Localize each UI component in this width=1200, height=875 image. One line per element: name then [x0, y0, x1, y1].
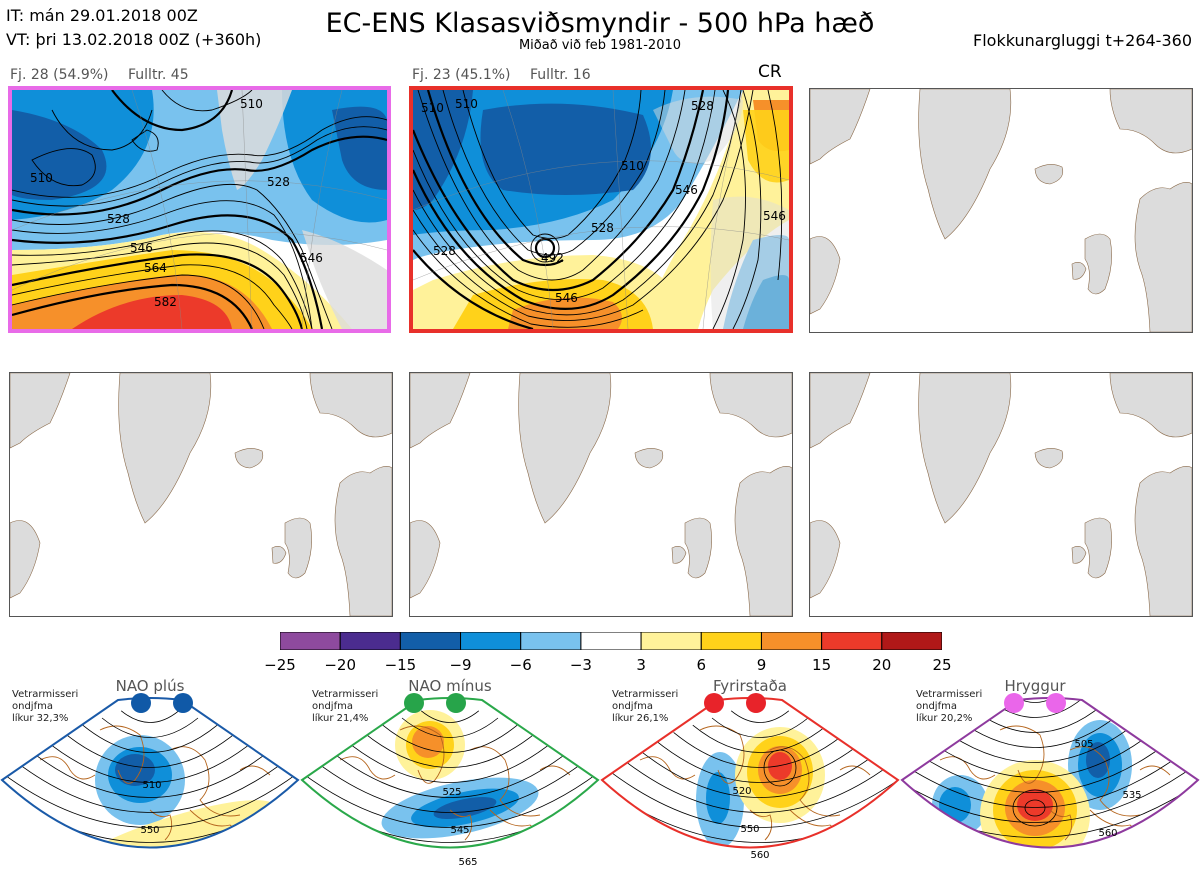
regime-contour-label: 560 — [750, 850, 769, 861]
regime-title: NAO mínus — [408, 677, 492, 695]
anomaly-colorbar — [279, 631, 943, 651]
regime-fan-map: 525 545 565 — [300, 693, 600, 868]
panel-1-representative: Fulltr. 45 — [128, 67, 189, 83]
regime-marker-dot — [446, 693, 466, 713]
colorbar-cell — [760, 631, 823, 651]
regime-contour-label: 545 — [450, 825, 469, 836]
contour-label: 492 — [541, 251, 564, 265]
panel-2-tag: CR — [758, 62, 782, 82]
valid-time: VT: þri 13.02.2018 00Z (+360h) — [6, 30, 262, 49]
contour-label: 510 — [455, 97, 478, 111]
land-masses — [810, 89, 1192, 332]
contour-label: 546 — [300, 251, 323, 265]
regime-2: 525 545 565 — [300, 690, 600, 871]
cluster-map-2: 510 510 528 528 510 528 546 546 546 492 — [409, 86, 793, 333]
colorbar-tick-label: −15 — [384, 656, 417, 674]
regime-contour-label: 525 — [442, 787, 461, 798]
panel-2-representative: Fulltr. 16 — [530, 67, 591, 83]
regime-marker-dot — [704, 693, 724, 713]
regime-fan-map: 520 550 560 — [600, 693, 900, 861]
colorbar-cell — [279, 631, 341, 651]
contour-label: 528 — [433, 244, 456, 258]
init-time: IT: mán 29.01.2018 00Z — [6, 6, 198, 25]
colorbar-tick-label: 3 — [636, 656, 646, 674]
regime-title: Hryggur — [1004, 677, 1066, 695]
empty-map-5 — [409, 372, 793, 617]
colorbar-tick-label: −20 — [324, 656, 357, 674]
panel-1-frequency: Fj. 28 (54.9%) — [10, 67, 109, 83]
land-masses — [10, 373, 392, 616]
colorbar-cell — [520, 631, 582, 651]
regime-probability-note: Vetrarmisseri ondjfma líkur 32,3% — [12, 689, 79, 724]
page-subtitle: Miðað við feb 1981-2010 — [518, 38, 682, 53]
regime-probability-note: Vetrarmisseri ondjfma líkur 26,1% — [612, 689, 679, 724]
colorbar-cell — [460, 631, 522, 651]
colorbar-cell — [700, 631, 762, 651]
colorbar-cell — [881, 631, 943, 651]
colorbar-tick-label: 20 — [872, 656, 892, 674]
colorbar-tick-label: −25 — [264, 656, 296, 674]
contour-label: 546 — [130, 241, 153, 255]
contour-label: 510 — [30, 171, 53, 185]
regime-marker-dot — [131, 693, 151, 713]
regime-3: 520 550 560 — [600, 690, 900, 871]
colorbar-tick-label: −3 — [569, 656, 592, 674]
regime-title: Fyrirstaða — [713, 677, 787, 695]
regime-fan-map: 510 550 — [0, 693, 300, 849]
cluster-map-1: 510 510 528 546 564 582 528 546 — [8, 86, 391, 333]
colorbar-tick-label: 25 — [932, 656, 952, 674]
regime-marker-dot — [1046, 693, 1066, 713]
regime-probability-note: Vetrarmisseri ondjfma líkur 20,2% — [916, 689, 983, 724]
regime-contour-label: 560 — [1098, 828, 1117, 839]
panel-2-frequency: Fj. 23 (45.1%) — [412, 67, 511, 83]
colorbar-cell — [339, 631, 401, 651]
contour-label: 582 — [154, 295, 177, 309]
regime-contour-label: 505 — [1074, 739, 1093, 750]
regime-probability-note: Vetrarmisseri ondjfma líkur 21,4% — [312, 689, 379, 724]
contour-label: 528 — [267, 175, 290, 189]
regime-title: NAO plús — [115, 677, 185, 695]
colorbar-cells — [279, 631, 943, 651]
colorbar-tick-label: 9 — [756, 656, 767, 674]
regime-marker-dot — [404, 693, 424, 713]
contour-label: 546 — [763, 209, 786, 223]
contour-label: 546 — [555, 291, 578, 305]
classification-window: Flokkunargluggi t+264-360 — [973, 31, 1192, 50]
empty-map-4 — [9, 372, 393, 617]
regime-contour-label: 565 — [458, 857, 477, 868]
contour-label: 528 — [691, 99, 714, 113]
regime-contour-label: 550 — [740, 824, 759, 835]
contour-label: 546 — [675, 183, 698, 197]
empty-map-6 — [809, 372, 1193, 617]
colorbar-cell — [580, 631, 642, 651]
regime-contour-label: 550 — [140, 825, 159, 836]
contour-label: 510 — [240, 97, 263, 111]
contour-label: 528 — [591, 221, 614, 235]
contour-label: 564 — [144, 261, 167, 275]
empty-map-3 — [809, 88, 1193, 333]
page-title: EC-ENS Klasasviðsmyndir - 500 hPa hæð — [325, 8, 875, 39]
colorbar-cell — [399, 631, 462, 651]
regime-1: 510 550 — [0, 690, 300, 871]
colorbar-tick-label: −6 — [509, 656, 532, 674]
regime-marker-dot — [746, 693, 766, 713]
colorbar-cell — [640, 631, 702, 651]
regime-contour-label: 535 — [1122, 790, 1141, 801]
regime-marker-dot — [1004, 693, 1024, 713]
contour-label: 510 — [621, 159, 644, 173]
regime-marker-dot — [173, 693, 193, 713]
colorbar-tick-label: 15 — [812, 656, 832, 674]
land-masses — [810, 373, 1192, 616]
land-masses — [410, 373, 792, 616]
regime-contour-label: 520 — [732, 786, 751, 797]
contour-label: 510 — [421, 101, 444, 115]
regime-4: 505 535 560 — [900, 690, 1200, 871]
contour-label: 528 — [107, 212, 130, 226]
colorbar-tick-label: −9 — [449, 656, 472, 674]
regime-contour-label: 510 — [142, 780, 161, 791]
colorbar-cell — [821, 631, 883, 651]
regime-fan-map: 505 535 560 — [900, 693, 1200, 849]
colorbar-tick-label: 6 — [696, 656, 707, 674]
